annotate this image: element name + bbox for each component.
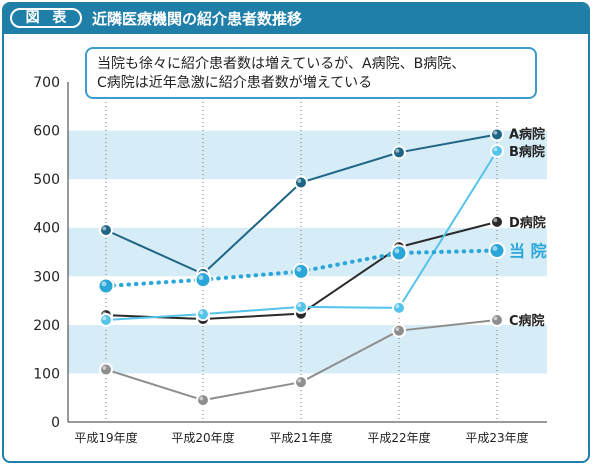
data-point-highlight xyxy=(199,396,204,401)
data-point xyxy=(195,272,211,288)
grid-band xyxy=(68,130,547,180)
data-point xyxy=(100,314,112,326)
figure-badge: 図 表 xyxy=(10,8,82,28)
data-point-highlight xyxy=(199,310,204,315)
y-tick-label: 700 xyxy=(33,75,60,91)
data-point xyxy=(100,224,112,237)
series-label: 当 院 xyxy=(509,242,547,261)
data-point xyxy=(391,245,407,261)
data-point xyxy=(491,215,503,228)
data-point-highlight xyxy=(493,130,498,135)
data-point-highlight xyxy=(493,316,498,321)
y-tick-label: 100 xyxy=(33,366,60,382)
data-point xyxy=(295,376,307,389)
x-tick-label: 平成22年度 xyxy=(367,430,430,445)
data-point-highlight xyxy=(395,304,400,309)
data-point-highlight xyxy=(297,178,302,183)
data-point xyxy=(491,144,503,157)
y-tick-label: 300 xyxy=(33,269,60,285)
y-tick-label: 400 xyxy=(33,221,60,237)
data-point-highlight xyxy=(296,266,302,272)
series-label: B病院 xyxy=(509,144,545,160)
x-tick-label: 平成20年度 xyxy=(171,430,234,445)
data-point xyxy=(393,301,405,314)
data-point xyxy=(295,176,307,189)
data-point-highlight xyxy=(102,316,107,321)
series-label: C病院 xyxy=(509,313,545,329)
series-label: A病院 xyxy=(509,126,545,142)
x-tick-label: 平成19年度 xyxy=(74,430,137,445)
data-point xyxy=(393,324,405,337)
data-point xyxy=(491,128,503,141)
data-point-highlight xyxy=(395,148,400,153)
data-point xyxy=(489,243,505,259)
chart-callout: 当院も徐々に紹介患者数は増えているが、A病院、B病院、 C病院は近年急激に紹介患… xyxy=(85,47,537,99)
data-point-highlight xyxy=(492,245,498,251)
x-tick-label: 平成23年度 xyxy=(465,430,528,445)
y-tick-label: 600 xyxy=(33,124,60,140)
data-point xyxy=(197,308,209,321)
data-point-highlight xyxy=(493,147,498,152)
data-point xyxy=(100,363,112,376)
grid-band xyxy=(68,324,547,374)
data-point-highlight xyxy=(297,303,302,308)
data-point xyxy=(393,146,405,159)
data-point-highlight xyxy=(198,275,204,281)
figure-title: 近隣医療機関の紹介患者数推移 xyxy=(92,10,303,28)
series-label: D病院 xyxy=(509,215,546,231)
data-point-highlight xyxy=(493,218,498,223)
y-tick-label: 200 xyxy=(33,318,60,334)
data-point-highlight xyxy=(101,281,107,287)
data-point-highlight xyxy=(102,226,107,231)
data-point xyxy=(491,314,503,326)
y-tick-label: 0 xyxy=(51,415,60,431)
x-tick-label: 平成21年度 xyxy=(269,430,332,445)
data-point xyxy=(98,278,114,294)
data-point-highlight xyxy=(395,327,400,331)
title-bar: 図 表 近隣医療機関の紹介患者数推移 xyxy=(4,4,588,34)
callout-line-1: 当院も徐々に紹介患者数は増えているが、A病院、B病院、 xyxy=(97,56,466,72)
data-point-highlight xyxy=(394,248,400,254)
data-point-highlight xyxy=(297,378,302,383)
callout-line-2: C病院は近年急激に紹介患者数が増えている xyxy=(97,75,373,91)
data-point xyxy=(295,300,307,313)
data-point xyxy=(197,394,209,407)
y-tick-label: 500 xyxy=(33,172,60,188)
data-point xyxy=(293,263,309,279)
data-point-highlight xyxy=(102,365,107,370)
grid-band xyxy=(68,179,547,228)
